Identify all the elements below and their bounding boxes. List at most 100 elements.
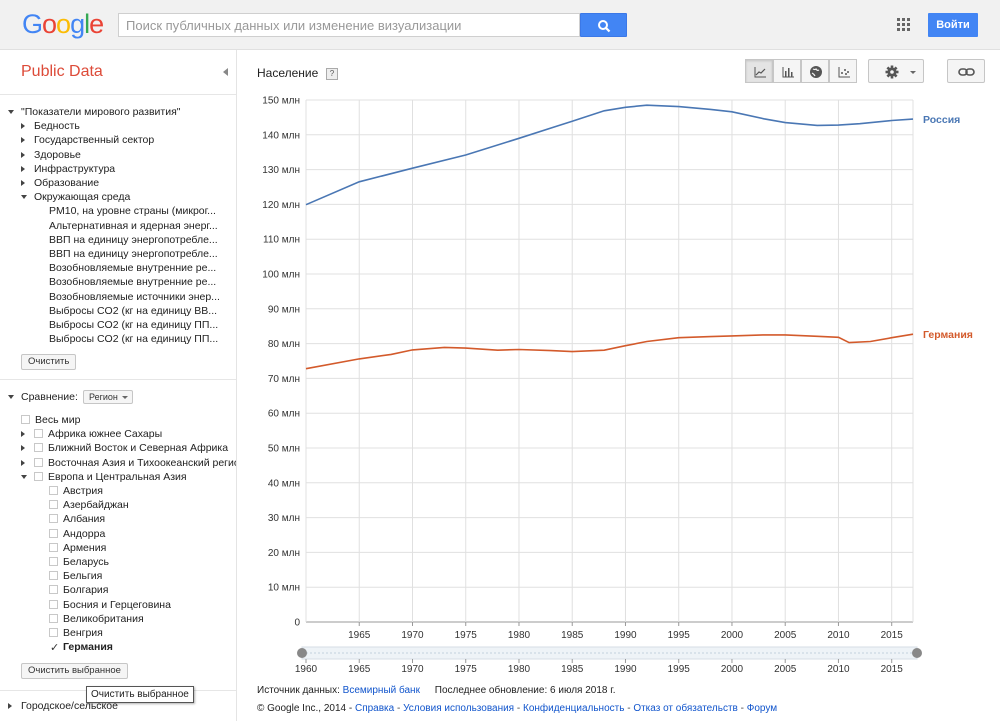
scatter-chart-button[interactable] — [829, 59, 857, 83]
scatter-chart-icon — [838, 67, 850, 78]
checkbox[interactable] — [49, 542, 58, 552]
checkbox[interactable] — [34, 443, 43, 453]
line-chart-button[interactable] — [745, 59, 773, 83]
checkbox[interactable] — [49, 486, 58, 495]
timeline-start-handle[interactable] — [297, 648, 307, 658]
logo-letter: l — [84, 9, 90, 39]
tree-category-expanded[interactable]: Окружающая среда — [21, 190, 236, 204]
region-item[interactable]: Ближний Восток и Северная Африка — [21, 441, 236, 455]
indicator-item[interactable]: Выбросы CO2 (кг на единицу ВВ... — [49, 304, 236, 318]
tree-root-indicators[interactable]: "Показатели мирового развития" — [8, 105, 236, 119]
expand-arrow-icon[interactable] — [21, 180, 25, 186]
expand-arrow-icon[interactable] — [21, 459, 25, 466]
checkbox[interactable] — [49, 500, 58, 510]
region-item[interactable]: Африка южнее Сахары — [21, 427, 236, 441]
collapse-arrow-icon[interactable] — [21, 474, 27, 479]
clear-selected-button[interactable]: Очистить выбранное — [21, 663, 128, 679]
settings-button[interactable] — [868, 59, 924, 83]
collapse-arrow-icon[interactable] — [21, 195, 27, 200]
country-item[interactable]: Босния и Герцеговина — [49, 598, 236, 612]
timeline-end-handle[interactable] — [912, 648, 922, 658]
region-item-expanded[interactable]: Европа и Центральная Азия — [21, 470, 236, 484]
indicator-item[interactable]: ВВП на единицу энергопотребле... — [49, 247, 236, 261]
checkbox[interactable]: ✓ — [49, 642, 59, 654]
source-link[interactable]: Всемирный банк — [342, 685, 420, 696]
tree-category[interactable]: Образование — [21, 176, 236, 190]
search-input[interactable]: Поиск публичных данных или изменение виз… — [118, 13, 580, 37]
compare-header[interactable]: Сравнение: — [8, 390, 78, 404]
expand-arrow-icon[interactable] — [21, 137, 25, 144]
indicator-item[interactable]: Возобновляемые источники энер... — [49, 290, 236, 304]
expand-arrow-icon[interactable] — [21, 431, 25, 438]
checkbox[interactable] — [34, 471, 43, 481]
expand-arrow-icon[interactable] — [21, 165, 25, 172]
tree-category[interactable]: Бедность — [21, 119, 236, 133]
expand-arrow-icon[interactable] — [8, 703, 12, 709]
indicator-item[interactable]: ВВП на единицу энергопотребле... — [49, 233, 236, 247]
checkbox[interactable] — [49, 557, 58, 566]
footer-link[interactable]: Форум — [746, 703, 778, 714]
region-world[interactable]: Весь мир — [21, 413, 236, 427]
apps-grid-icon[interactable] — [897, 18, 911, 32]
indicator-item[interactable]: Выбросы CO2 (кг на единицу ПП... — [49, 318, 236, 332]
indicator-item[interactable]: Альтернативная и ядерная энерг... — [49, 219, 236, 233]
country-item[interactable]: ✓ Германия — [49, 640, 236, 654]
footer-link[interactable]: Отказ от обязательств — [633, 703, 738, 714]
footer-link[interactable]: Конфиденциальность — [523, 703, 625, 714]
indicator-item[interactable]: Возобновляемые внутренние ре... — [49, 275, 236, 289]
checkbox[interactable] — [21, 415, 30, 424]
series-label[interactable]: Германия — [923, 329, 973, 341]
map-view-button[interactable] — [801, 59, 829, 83]
bar-chart-button[interactable] — [773, 59, 801, 83]
footer-link[interactable]: Условия использования — [403, 703, 515, 714]
checkbox[interactable] — [49, 528, 58, 538]
timeline-track[interactable] — [301, 646, 918, 660]
clear-indicators-button[interactable]: Очистить — [21, 354, 77, 370]
collapse-arrow-icon[interactable] — [8, 395, 14, 399]
expand-arrow-icon[interactable] — [21, 445, 25, 452]
series-line-0[interactable] — [305, 104, 914, 206]
tree-category[interactable]: Здоровье — [21, 148, 236, 162]
indicator-item[interactable]: Выбросы CO2 (кг на единицу ПП... — [49, 332, 236, 346]
item-label: Европа и Центральная Азия — [48, 470, 187, 483]
link-button[interactable] — [947, 59, 985, 83]
country-item[interactable]: Албания — [49, 512, 236, 526]
expand-arrow-icon[interactable] — [21, 151, 25, 158]
checkbox[interactable] — [49, 585, 58, 595]
country-item[interactable]: Австрия — [49, 484, 236, 498]
checkbox[interactable] — [49, 628, 58, 637]
country-item[interactable]: Венгрия — [49, 626, 236, 640]
login-button[interactable]: Войти — [928, 13, 978, 37]
country-item[interactable]: Бельгия — [49, 569, 236, 583]
compare-dropdown[interactable]: Регион — [83, 390, 133, 404]
country-item[interactable]: Андорра — [49, 527, 236, 541]
series-line-1[interactable] — [305, 333, 914, 370]
region-item[interactable]: Восточная Азия и Тихоокеанский регион — [21, 456, 236, 470]
collapse-sidebar-icon[interactable] — [223, 68, 228, 76]
checkbox[interactable] — [49, 613, 58, 623]
indicator-item[interactable]: PM10, на уровне страны (микрог... — [49, 204, 236, 218]
checkbox[interactable] — [34, 457, 43, 467]
expand-arrow-icon[interactable] — [21, 123, 25, 130]
country-item[interactable]: Армения — [49, 541, 236, 555]
checkbox[interactable] — [49, 571, 58, 581]
collapse-arrow-icon[interactable] — [8, 110, 14, 114]
checkbox[interactable] — [49, 599, 58, 609]
series-label[interactable]: Россия — [923, 114, 960, 126]
country-item[interactable]: Великобритания — [49, 612, 236, 626]
google-logo[interactable]: Google — [22, 9, 104, 40]
logo-letter: g — [70, 9, 85, 39]
country-item[interactable]: Болгария — [49, 583, 236, 597]
footer-link[interactable]: Справка — [354, 703, 395, 714]
country-item[interactable]: Беларусь — [49, 555, 236, 569]
search-button[interactable] — [580, 13, 627, 37]
public-data-title[interactable]: Public Data — [21, 63, 103, 80]
tree-category[interactable]: Государственный сектор — [21, 133, 236, 147]
help-icon[interactable]: ? — [326, 68, 338, 80]
tree-category[interactable]: Инфраструктура — [21, 162, 236, 176]
checkbox[interactable] — [34, 429, 43, 439]
urban-rural-item[interactable]: Городское/сельское — [8, 699, 118, 713]
indicator-item[interactable]: Возобновляемые внутренние ре... — [49, 261, 236, 275]
checkbox[interactable] — [49, 514, 58, 524]
country-item[interactable]: Азербайджан — [49, 498, 236, 512]
